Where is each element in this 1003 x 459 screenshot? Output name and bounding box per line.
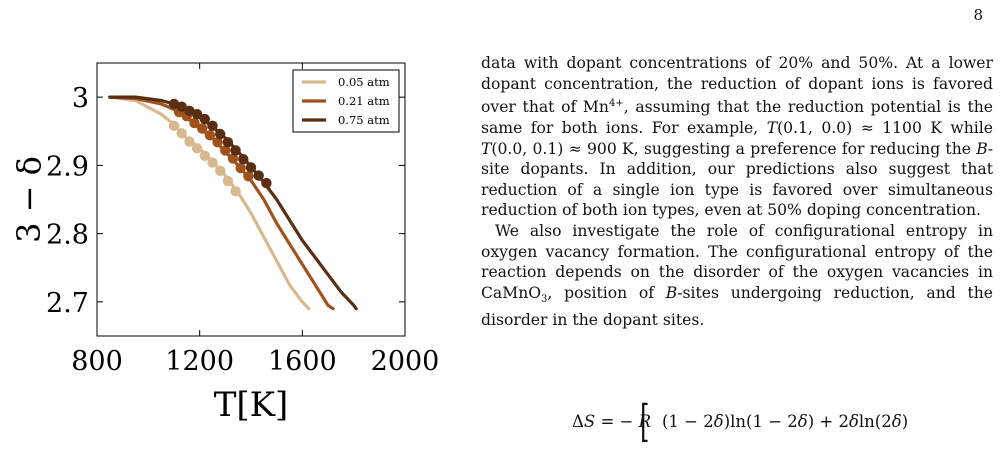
series-1-point <box>215 165 226 176</box>
legend-box <box>292 69 400 133</box>
series-1-point <box>230 186 241 197</box>
x-axis-label: T[K] <box>214 385 289 425</box>
entropy-equation: ΔS = − R [ (1 − 2δ)ln(1 − 2δ) + 2δln(2δ) <box>572 400 992 450</box>
series-3-point <box>207 120 218 131</box>
series-1-point <box>222 175 234 187</box>
series-2-point <box>197 123 208 134</box>
series-2-point <box>235 162 246 174</box>
series-3-point <box>230 145 241 156</box>
series-3-point <box>261 177 272 189</box>
paragraph-1: data with dopant concentrations of 20% a… <box>481 54 993 220</box>
page-number: 8 <box>973 6 983 24</box>
equation-rhs: (1 − 2δ)ln(1 − 2δ) + 2δln(2δ) <box>662 412 909 431</box>
body-text: data with dopant concentrations of 20% a… <box>481 53 993 331</box>
series-1-point <box>184 136 195 147</box>
paragraph-2: We also investigate the role of configur… <box>481 221 993 330</box>
y-tick-label: 2.7 <box>46 288 89 319</box>
plot-frame <box>96 62 406 337</box>
series-3-point <box>245 162 257 173</box>
series-2-point <box>204 130 216 141</box>
series-3-point <box>222 137 234 148</box>
x-tick-label: 1200 <box>165 346 234 377</box>
y-axis-label: 3 − δ <box>10 156 48 243</box>
equation-lhs: ΔS = − R <box>572 412 652 431</box>
series-2-point <box>227 153 239 164</box>
series-3-point <box>253 170 264 181</box>
series-1-point <box>199 150 210 161</box>
series-3-point <box>176 101 187 112</box>
line-chart: 800 1200 1600 2000 2.7 2.8 2.9 3 T[K] 3 − δ 0.05 … <box>10 62 440 425</box>
x-tick-label: 800 <box>71 346 123 377</box>
series-1-point <box>168 120 180 131</box>
series-3-point <box>199 113 210 125</box>
series-3-point <box>191 109 203 120</box>
series-line-1 <box>108 95 311 311</box>
y-tick-label: 2.9 <box>46 151 89 182</box>
series-2-point <box>220 145 231 156</box>
figure-chart: 800 1200 1600 2000 2.7 2.8 2.9 3 T[K] 3 − δ 0.05 … <box>0 0 460 459</box>
series-1-point <box>191 143 203 154</box>
series-3-point <box>215 128 226 140</box>
y-tick-label: 3 <box>72 83 89 114</box>
series-1-point <box>207 157 218 168</box>
legend-label: 0.75 atm <box>338 113 390 127</box>
series-2-point <box>243 171 254 182</box>
equation-bracket: [ <box>640 396 650 447</box>
x-tick-label: 1600 <box>268 346 337 377</box>
x-tick-label: 2000 <box>371 346 440 377</box>
legend-label: 0.05 atm <box>338 75 390 89</box>
legend-label: 0.21 atm <box>338 94 390 108</box>
y-tick-label: 2.8 <box>46 220 89 251</box>
series-1-point <box>176 128 187 139</box>
series-2-point <box>212 137 223 148</box>
series-3-point <box>238 154 249 165</box>
series-2-point <box>189 117 200 129</box>
